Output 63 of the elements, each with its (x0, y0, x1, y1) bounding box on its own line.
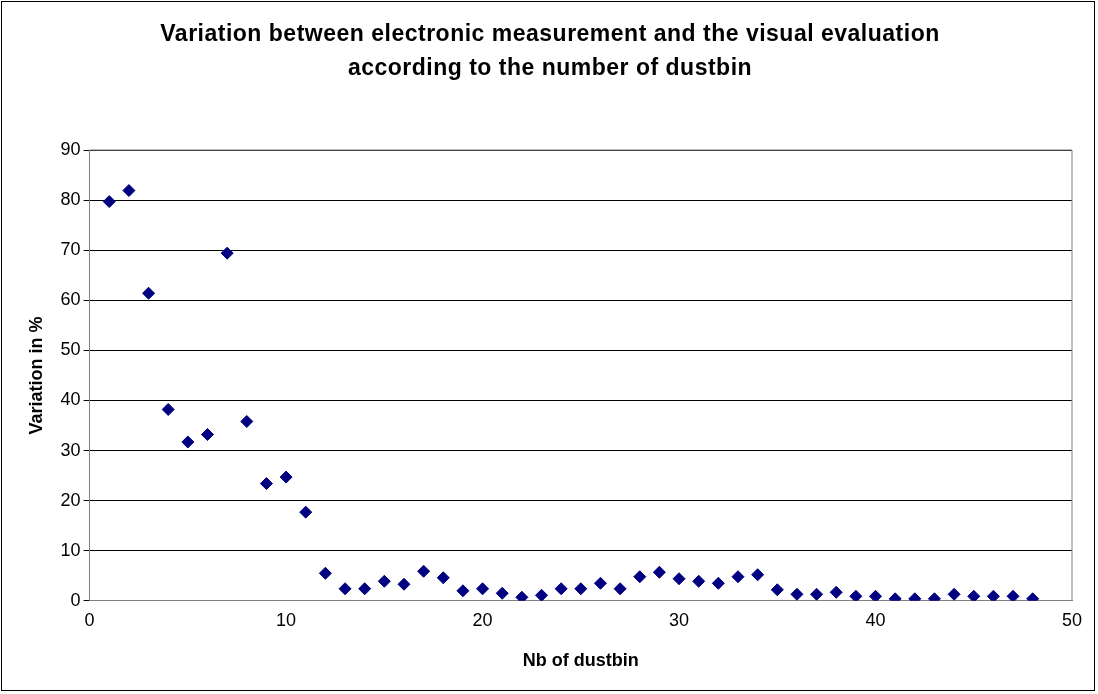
point (633, 570, 647, 584)
y-tick-label: 70 (60, 239, 81, 260)
point (397, 577, 411, 591)
point (102, 195, 116, 209)
point (279, 470, 293, 484)
point (613, 582, 627, 596)
x-tick-label: 50 (1061, 609, 1083, 630)
y-tick-label: 20 (60, 489, 81, 510)
y-tick-label: 60 (60, 289, 81, 310)
y-axis-title: Variation in % (25, 316, 46, 435)
y-tick-label: 30 (60, 439, 81, 460)
point (181, 435, 195, 449)
point (593, 576, 607, 590)
point (869, 589, 883, 601)
point (417, 564, 431, 578)
y-tick-label: 10 (60, 539, 81, 560)
point (790, 587, 804, 601)
point (731, 570, 745, 584)
point (554, 582, 568, 596)
x-tick-label: 20 (472, 609, 493, 630)
point (456, 584, 470, 598)
point (692, 574, 706, 588)
x-tick-label: 0 (84, 609, 95, 630)
x-tick-label: 10 (276, 609, 297, 630)
point (810, 587, 824, 601)
point (259, 477, 273, 491)
point (299, 505, 313, 519)
point (574, 582, 588, 596)
point (476, 582, 490, 596)
x-tick-label: 30 (669, 609, 690, 630)
y-tick-label: 50 (60, 339, 81, 360)
point (220, 246, 234, 260)
point (986, 589, 1000, 601)
point (967, 589, 981, 601)
point (515, 590, 529, 601)
point (751, 568, 765, 582)
point (1006, 589, 1020, 601)
point (947, 587, 961, 601)
point (535, 588, 549, 601)
point (711, 576, 725, 590)
x-axis-title: Nb of dustbin (522, 650, 639, 671)
point (377, 574, 391, 588)
point (829, 585, 843, 599)
point (849, 589, 863, 601)
point (436, 571, 450, 585)
point (318, 566, 332, 580)
x-tick-label: 40 (865, 609, 886, 630)
point (672, 572, 686, 586)
point (240, 414, 254, 428)
point (161, 402, 175, 416)
point (122, 184, 136, 198)
point (652, 565, 666, 579)
point (358, 582, 372, 596)
y-tick-label: 40 (60, 389, 81, 410)
point (338, 582, 352, 596)
y-tick-label: 80 (60, 189, 81, 210)
point (495, 586, 509, 600)
point (142, 286, 156, 300)
y-tick-label: 0 (70, 589, 81, 610)
y-tick-label: 90 (60, 138, 81, 159)
chart-title: Variation between electronic measurement and the visual evaluation according to the number of dustbin (159, 19, 941, 82)
point (201, 428, 215, 442)
point (770, 583, 784, 597)
